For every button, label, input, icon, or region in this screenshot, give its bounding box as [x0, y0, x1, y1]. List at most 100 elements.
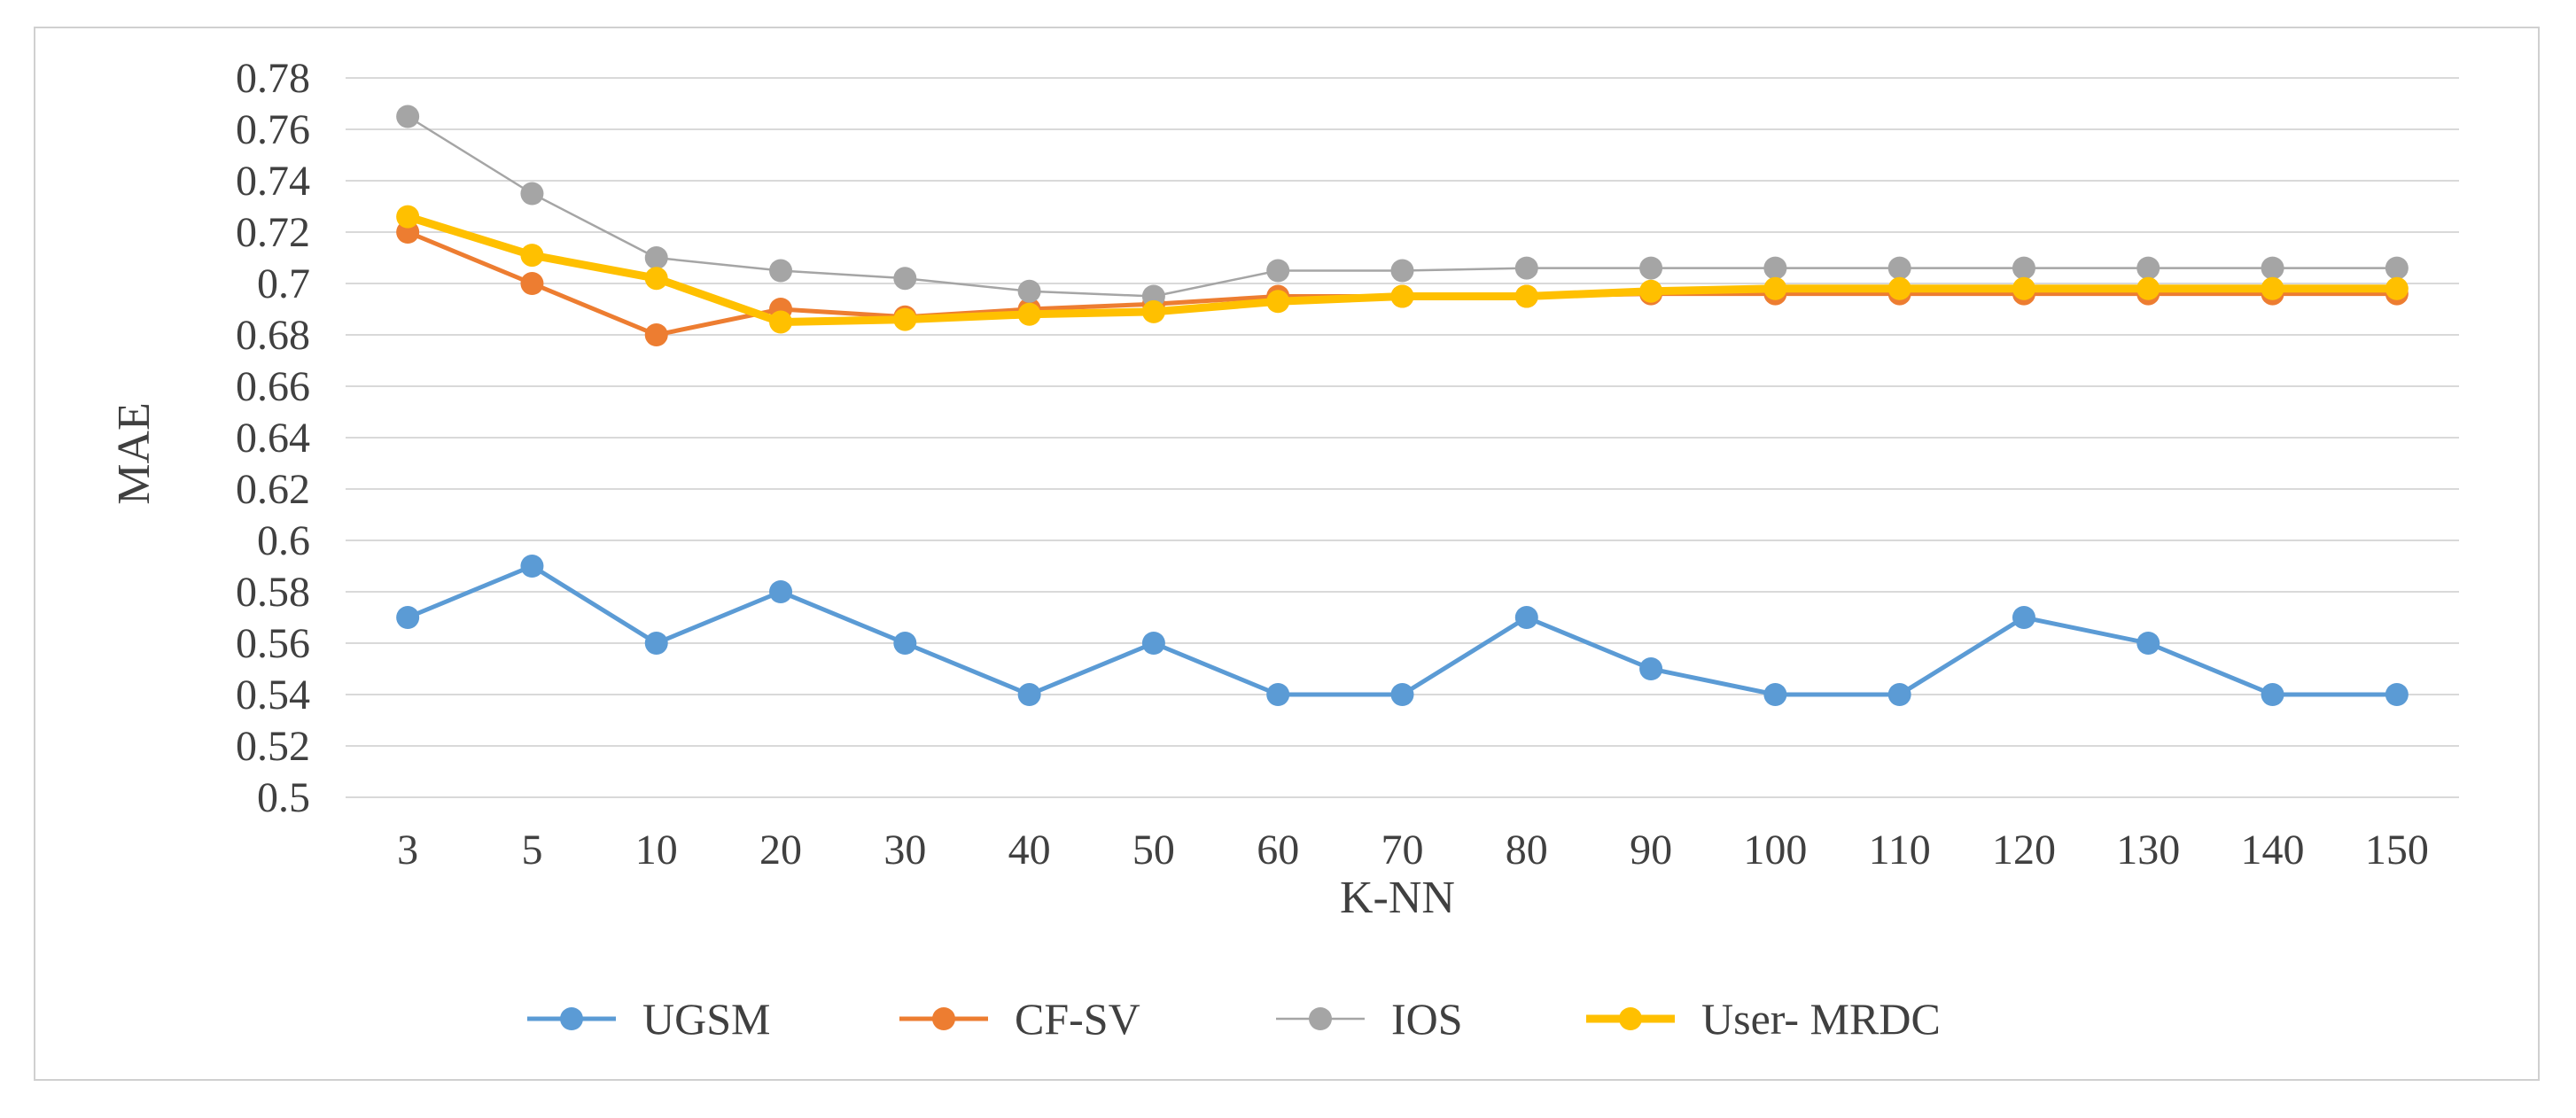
data-point-ugsm	[2261, 683, 2284, 706]
legend-item-cf-sv[interactable]: CF-SV	[899, 994, 1140, 1044]
data-point-ugsm	[1266, 683, 1290, 706]
data-point-user-mrdc	[769, 310, 793, 334]
x-tick-label: 100	[1743, 827, 1807, 873]
legend-label: CF-SV	[1015, 994, 1140, 1044]
data-point-ios	[1639, 256, 1663, 280]
y-axis-ticks: 0.50.52 0.54 0.560.58 0.60.620.64 0.660.68 0.…	[236, 55, 310, 821]
data-point-ugsm	[2012, 606, 2035, 629]
y-tick-label: 0.56	[236, 620, 310, 667]
data-point-ugsm	[644, 632, 668, 655]
legend-swatch-marker	[1309, 1007, 1332, 1030]
x-tick-label: 10	[635, 827, 678, 873]
x-tick-label: 130	[2116, 827, 2180, 873]
y-axis-title: MAE	[109, 402, 160, 505]
x-tick-label: 5	[521, 827, 542, 873]
data-point-ios	[2012, 256, 2035, 280]
data-point-ugsm	[396, 606, 420, 629]
data-point-ugsm	[2385, 683, 2409, 706]
data-point-user-mrdc	[2012, 276, 2035, 300]
data-point-ugsm	[1763, 683, 1787, 706]
y-tick-label: 0.54	[236, 672, 310, 718]
data-point-ios	[1017, 279, 1041, 303]
data-point-ios	[1887, 256, 1911, 280]
data-point-ugsm	[1887, 683, 1911, 706]
data-point-user-mrdc	[1390, 284, 1414, 308]
chart-frame	[34, 27, 2540, 1081]
legend-label: UGSM	[642, 994, 770, 1044]
data-point-ugsm	[893, 632, 917, 655]
data-point-user-mrdc	[520, 244, 544, 268]
data-point-ios	[2385, 256, 2409, 280]
data-point-cf-sv	[520, 272, 544, 295]
data-point-user-mrdc	[1639, 279, 1663, 303]
x-tick-label: 90	[1630, 827, 1672, 873]
legend-swatch-marker	[932, 1007, 955, 1030]
data-point-ugsm	[1017, 683, 1041, 706]
x-tick-label: 60	[1257, 827, 1299, 873]
data-point-ios	[769, 259, 793, 283]
data-point-user-mrdc	[644, 267, 668, 291]
y-tick-label: 0.72	[236, 209, 310, 256]
x-tick-label: 70	[1381, 827, 1424, 873]
data-point-user-mrdc	[396, 205, 420, 229]
y-tick-label: 0.78	[236, 55, 310, 102]
y-tick-label: 0.76	[236, 106, 310, 153]
data-point-ugsm	[2136, 632, 2160, 655]
data-point-user-mrdc	[1266, 290, 1290, 314]
data-point-ios	[2261, 256, 2284, 280]
data-point-ugsm	[520, 555, 544, 578]
data-point-ugsm	[1390, 683, 1414, 706]
data-point-ios	[893, 267, 917, 291]
x-tick-label: 140	[2241, 827, 2305, 873]
x-tick-label: 40	[1008, 827, 1051, 873]
series-line-ugsm	[407, 563, 2397, 697]
data-point-ugsm	[1639, 657, 1663, 680]
data-point-ugsm	[1514, 606, 1538, 629]
data-point-user-mrdc	[1141, 299, 1165, 323]
legend-label: IOS	[1391, 994, 1463, 1044]
series-ugsm	[396, 555, 2409, 706]
y-tick-label: 0.68	[236, 312, 310, 359]
y-tick-label: 0.7	[257, 260, 310, 307]
y-tick-label: 0.64	[236, 415, 310, 462]
series-user-mrdc	[396, 205, 2409, 334]
legend: UGSM CF-SV IOS User- MRDC	[527, 994, 1941, 1044]
x-tick-label: 50	[1132, 827, 1175, 873]
gridlines	[346, 77, 2459, 798]
data-point-ios	[1763, 256, 1787, 280]
y-tick-label: 0.62	[236, 466, 310, 513]
data-point-ugsm	[769, 580, 793, 603]
data-point-ios	[520, 182, 544, 206]
x-tick-label: 150	[2365, 827, 2429, 873]
data-point-user-mrdc	[1763, 276, 1787, 300]
data-point-ugsm	[1141, 632, 1165, 655]
series-ios	[396, 105, 2409, 308]
data-point-user-mrdc	[893, 307, 917, 331]
data-point-user-mrdc	[2136, 276, 2160, 300]
legend-swatch-marker	[1619, 1007, 1642, 1030]
x-tick-label: 110	[1869, 827, 1931, 873]
data-point-user-mrdc	[2385, 276, 2409, 300]
y-tick-label: 0.6	[257, 517, 310, 564]
x-tick-label: 20	[759, 827, 802, 873]
data-point-ios	[644, 246, 668, 269]
y-tick-label: 0.74	[236, 158, 310, 205]
x-axis-title: K-NN	[1340, 873, 1455, 923]
legend-swatch-marker	[560, 1007, 583, 1030]
data-point-ios	[1266, 259, 1290, 283]
series-group	[396, 105, 2409, 706]
legend-label: User- MRDC	[1701, 994, 1941, 1044]
data-point-ios	[396, 105, 420, 128]
x-tick-label: 80	[1506, 827, 1548, 873]
legend-item-ugsm[interactable]: UGSM	[527, 994, 770, 1044]
y-tick-label: 0.58	[236, 569, 310, 616]
legend-item-user-mrdc[interactable]: User- MRDC	[1586, 994, 1941, 1044]
data-point-user-mrdc	[1514, 284, 1538, 308]
x-axis-ticks: 3 5 10 20 30 40 50 60 70 80 90 100 110 120 130 140 150	[397, 827, 2429, 873]
data-point-cf-sv	[644, 323, 668, 346]
legend-item-ios[interactable]: IOS	[1276, 994, 1463, 1044]
data-point-ios	[1390, 259, 1414, 283]
x-tick-label: 120	[1992, 827, 2056, 873]
data-point-user-mrdc	[2261, 276, 2284, 300]
